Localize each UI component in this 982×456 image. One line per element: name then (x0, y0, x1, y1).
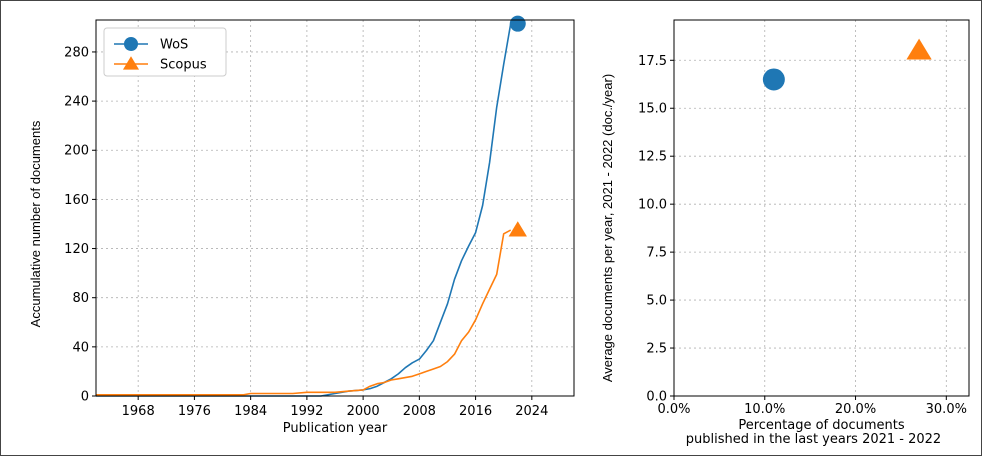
series-line-scopus (96, 229, 512, 396)
x-tick-label: 2024 (515, 404, 548, 419)
end-marker-scopus (508, 221, 527, 237)
left-series-lines (96, 23, 512, 397)
y-tick-label: 40 (72, 340, 89, 355)
x-tick-label: 1984 (234, 404, 267, 419)
legend: WoS Scopus (103, 27, 227, 77)
right-y-ticks: 0.0 2.5 5.0 7.5 10.0 12.5 15.0 17.5 (638, 54, 674, 405)
legend-label-scopus: Scopus (160, 58, 207, 73)
y-tick-label: 160 (64, 193, 89, 208)
point-wos (762, 68, 785, 91)
left-y-axis-label: Accumulative number of documents (28, 120, 43, 327)
x-tick-label: 0.0% (657, 402, 690, 417)
legend-label-wos: WoS (160, 38, 188, 53)
left-axes-box (95, 19, 575, 397)
right-chart: 0.0% 10.0% 20.0% 30.0% 0.0 2.5 5.0 7.5 10.0 12.5… (600, 19, 970, 447)
y-tick-label: 200 (64, 144, 89, 159)
y-tick-label: 7.5 (646, 246, 667, 261)
y-tick-label: 280 (64, 45, 89, 60)
right-y-axis-label: Average documents per year, 2021 - 2022 … (600, 74, 615, 382)
y-tick-label: 5.0 (646, 294, 667, 309)
y-tick-label: 240 (64, 95, 89, 110)
y-tick-label: 120 (64, 242, 89, 257)
y-tick-label: 80 (72, 291, 89, 306)
y-tick-label: 10.0 (638, 198, 667, 213)
x-tick-label: 20.0% (835, 402, 876, 417)
x-tick-label: 1992 (290, 404, 323, 419)
legend-marker-scopus (122, 56, 140, 70)
left-x-ticks: 1968 1976 1984 1992 2000 2008 2016 2024 (122, 396, 548, 419)
right-axes-box (673, 19, 970, 397)
right-x-axis-label-line2: published in the last years 2021 - 2022 (686, 432, 941, 447)
x-tick-label: 2000 (347, 404, 380, 419)
left-chart: 1968 1976 1984 1992 2000 2008 2016 2024 0 40 80 12… (28, 15, 575, 436)
y-tick-label: 15.0 (638, 102, 667, 117)
legend-marker-wos (124, 37, 138, 51)
x-tick-label: 1968 (122, 404, 155, 419)
y-tick-label: 0 (81, 390, 89, 405)
y-tick-label: 0.0 (646, 390, 667, 405)
x-tick-label: 2008 (403, 404, 436, 419)
y-tick-label: 12.5 (638, 150, 667, 165)
y-tick-label: 2.5 (646, 342, 667, 357)
x-tick-label: 10.0% (744, 402, 785, 417)
left-y-ticks: 0 40 80 120 160 200 240 280 (64, 45, 96, 405)
right-x-axis-label-line1: Percentage of documents (738, 418, 905, 433)
point-scopus (906, 38, 932, 60)
right-x-ticks: 0.0% 10.0% 20.0% 30.0% (657, 396, 967, 417)
end-marker-wos (509, 15, 526, 32)
left-x-axis-label: Publication year (283, 421, 388, 436)
right-gridlines (674, 20, 969, 396)
x-tick-label: 1976 (178, 404, 211, 419)
series-line-wos (96, 23, 512, 397)
y-tick-label: 17.5 (638, 54, 667, 69)
x-tick-label: 2016 (459, 404, 492, 419)
left-end-markers (508, 15, 527, 237)
x-tick-label: 30.0% (926, 402, 967, 417)
right-points (762, 38, 932, 91)
